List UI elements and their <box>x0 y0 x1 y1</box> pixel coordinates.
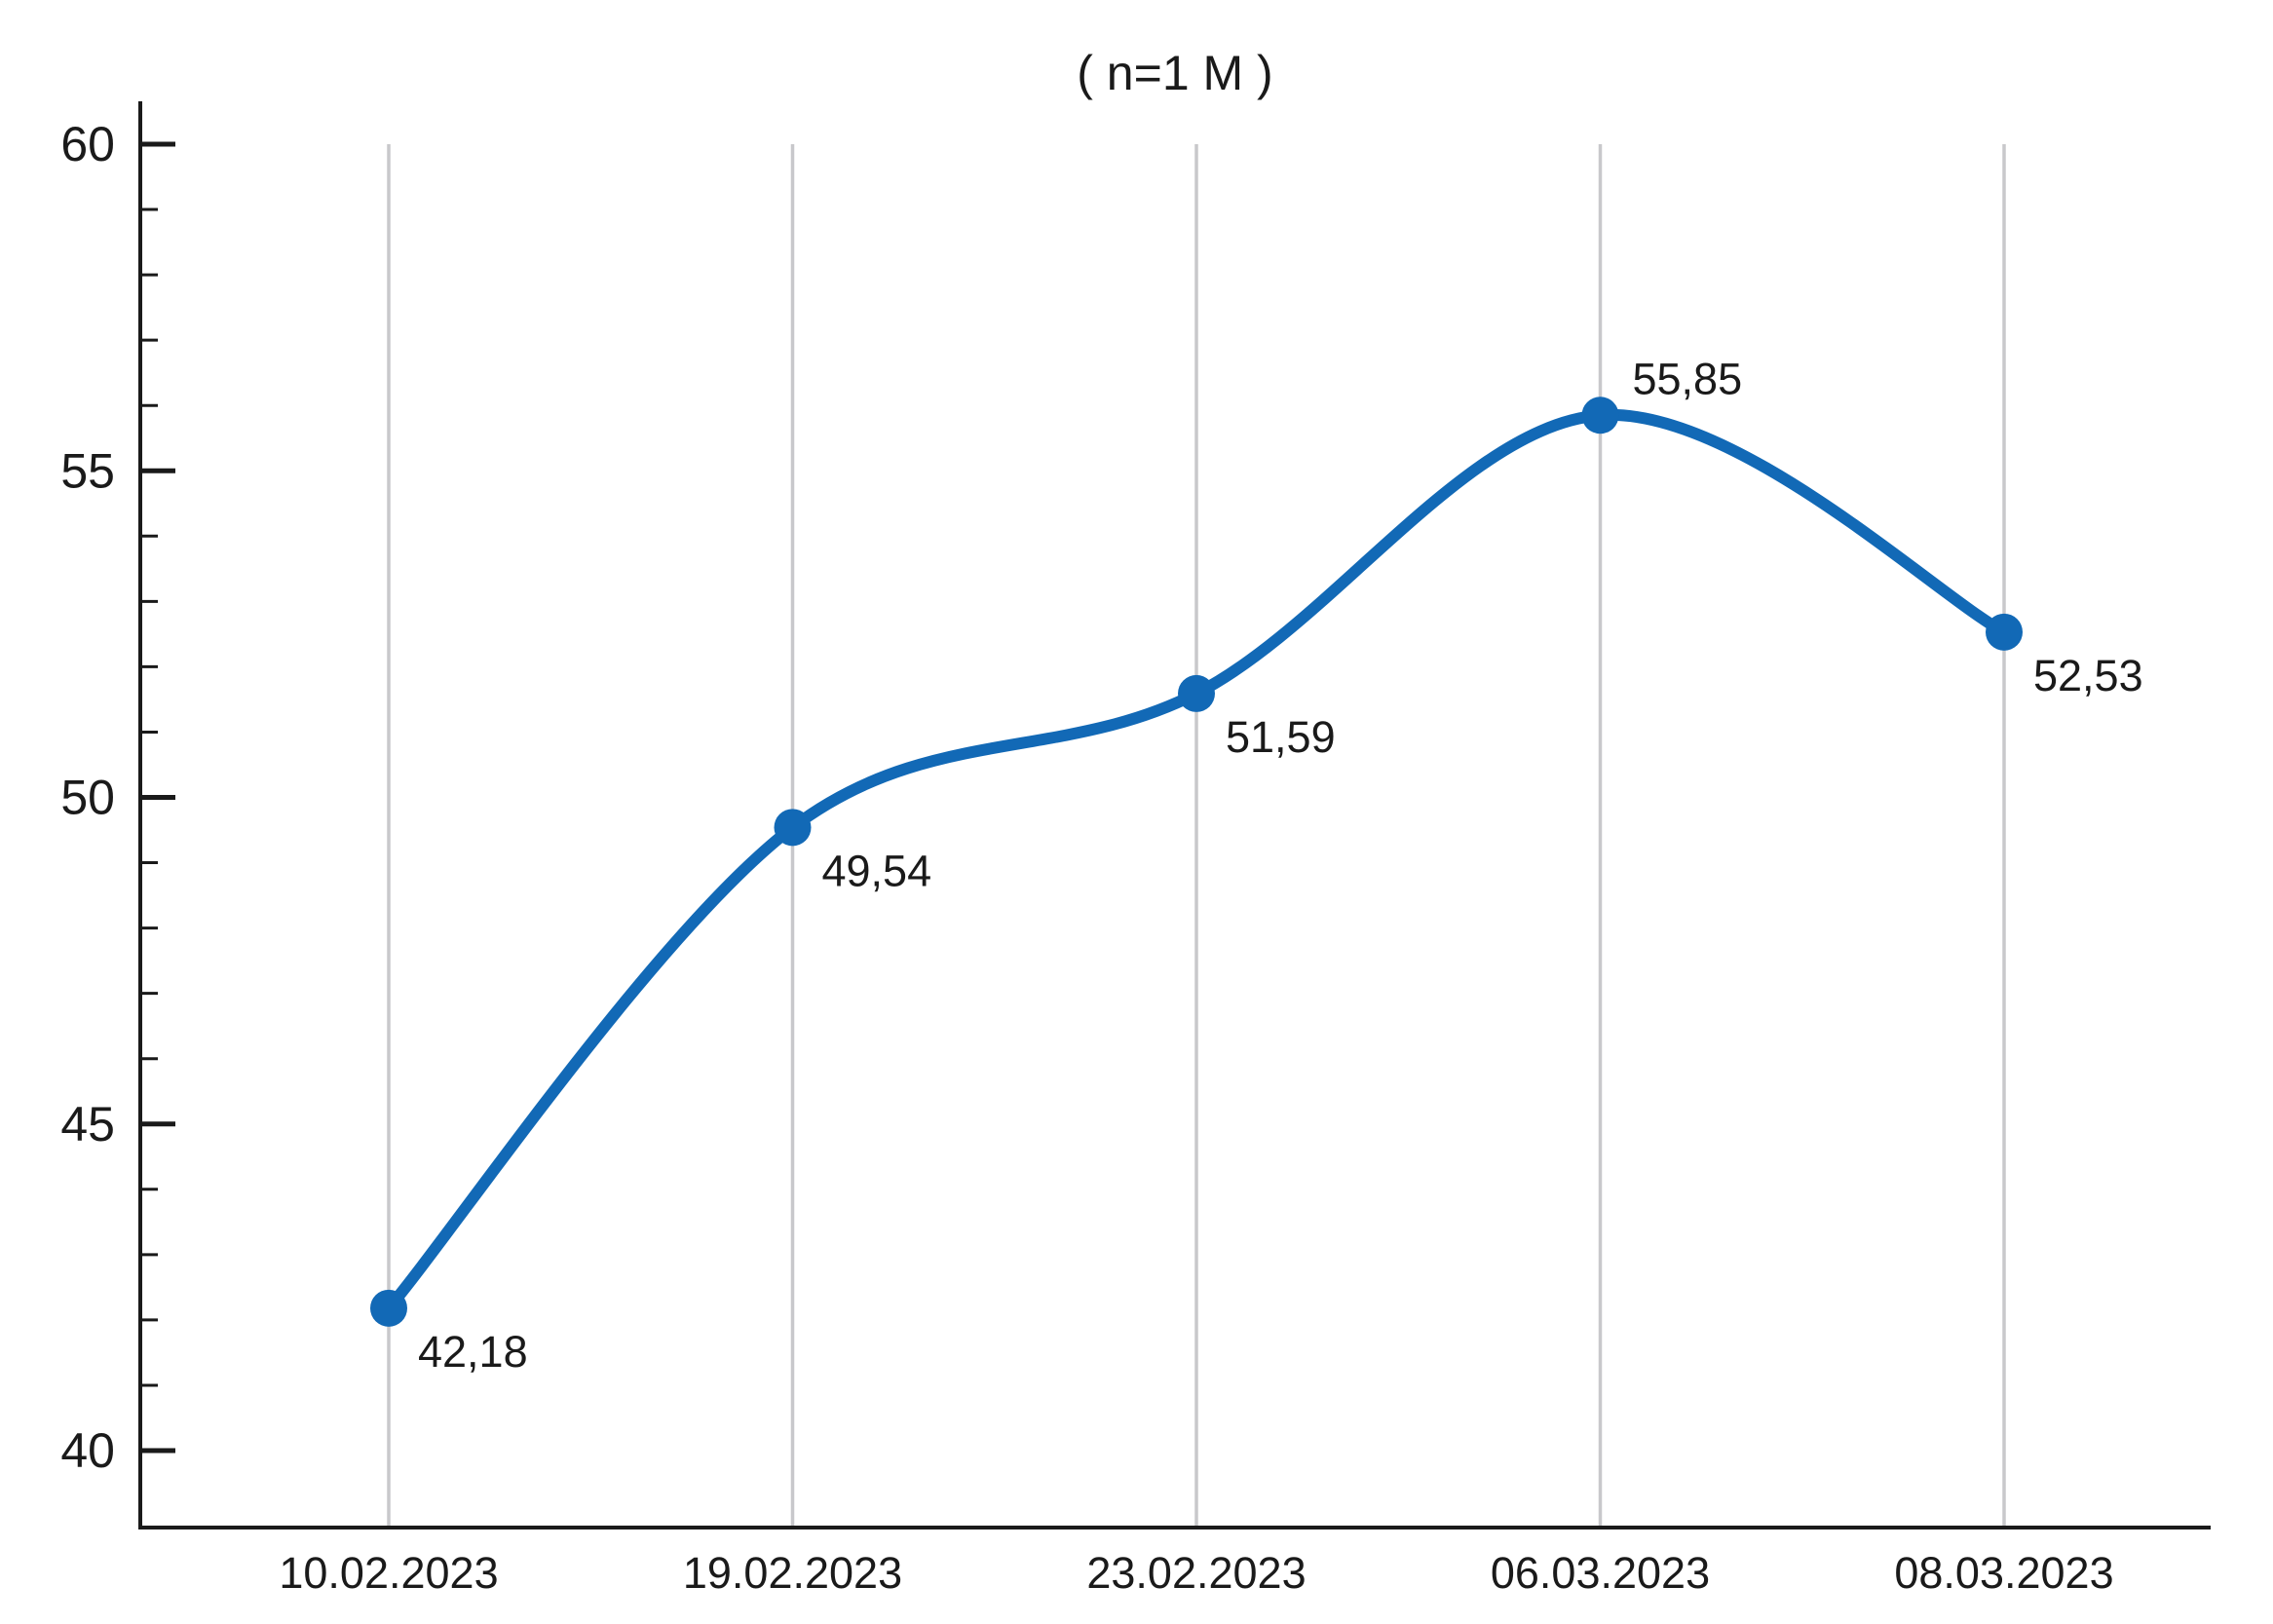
x-tick-label: 08.03.2023 <box>1894 1548 2113 1598</box>
data-point <box>774 809 812 847</box>
x-tick-label: 19.02.2023 <box>683 1548 902 1598</box>
y-tick-label: 40 <box>60 1423 115 1478</box>
data-point-label: 52,53 <box>2033 651 2143 700</box>
chart-title: ( n=1 M ) <box>1077 46 1272 100</box>
data-point-label: 42,18 <box>418 1327 528 1377</box>
series-layer <box>370 397 2023 1327</box>
y-tick-label: 55 <box>60 443 115 498</box>
y-tick-label: 45 <box>60 1097 115 1152</box>
point-label-layer: 42,18 49,54 51,59 55,85 52,53 <box>418 354 2143 1377</box>
axis-layer: 10.02.2023 19.02.2023 23.02.2023 06.03.2023… <box>60 101 2211 1598</box>
grid-layer <box>387 144 2006 1528</box>
x-tick-label: 06.03.2023 <box>1491 1548 1710 1598</box>
data-point <box>1986 613 2023 651</box>
data-point <box>1581 397 1619 434</box>
data-point-label: 49,54 <box>822 846 932 895</box>
x-tick-label: 10.02.2023 <box>279 1548 498 1598</box>
y-tick-label: 60 <box>60 117 115 171</box>
y-tick-label: 50 <box>60 771 115 825</box>
data-point-label: 55,85 <box>1633 354 1743 403</box>
data-point <box>1178 674 1215 712</box>
x-tick-label: 23.02.2023 <box>1086 1548 1306 1598</box>
data-point-label: 51,59 <box>1226 712 1336 762</box>
data-point <box>370 1289 407 1327</box>
